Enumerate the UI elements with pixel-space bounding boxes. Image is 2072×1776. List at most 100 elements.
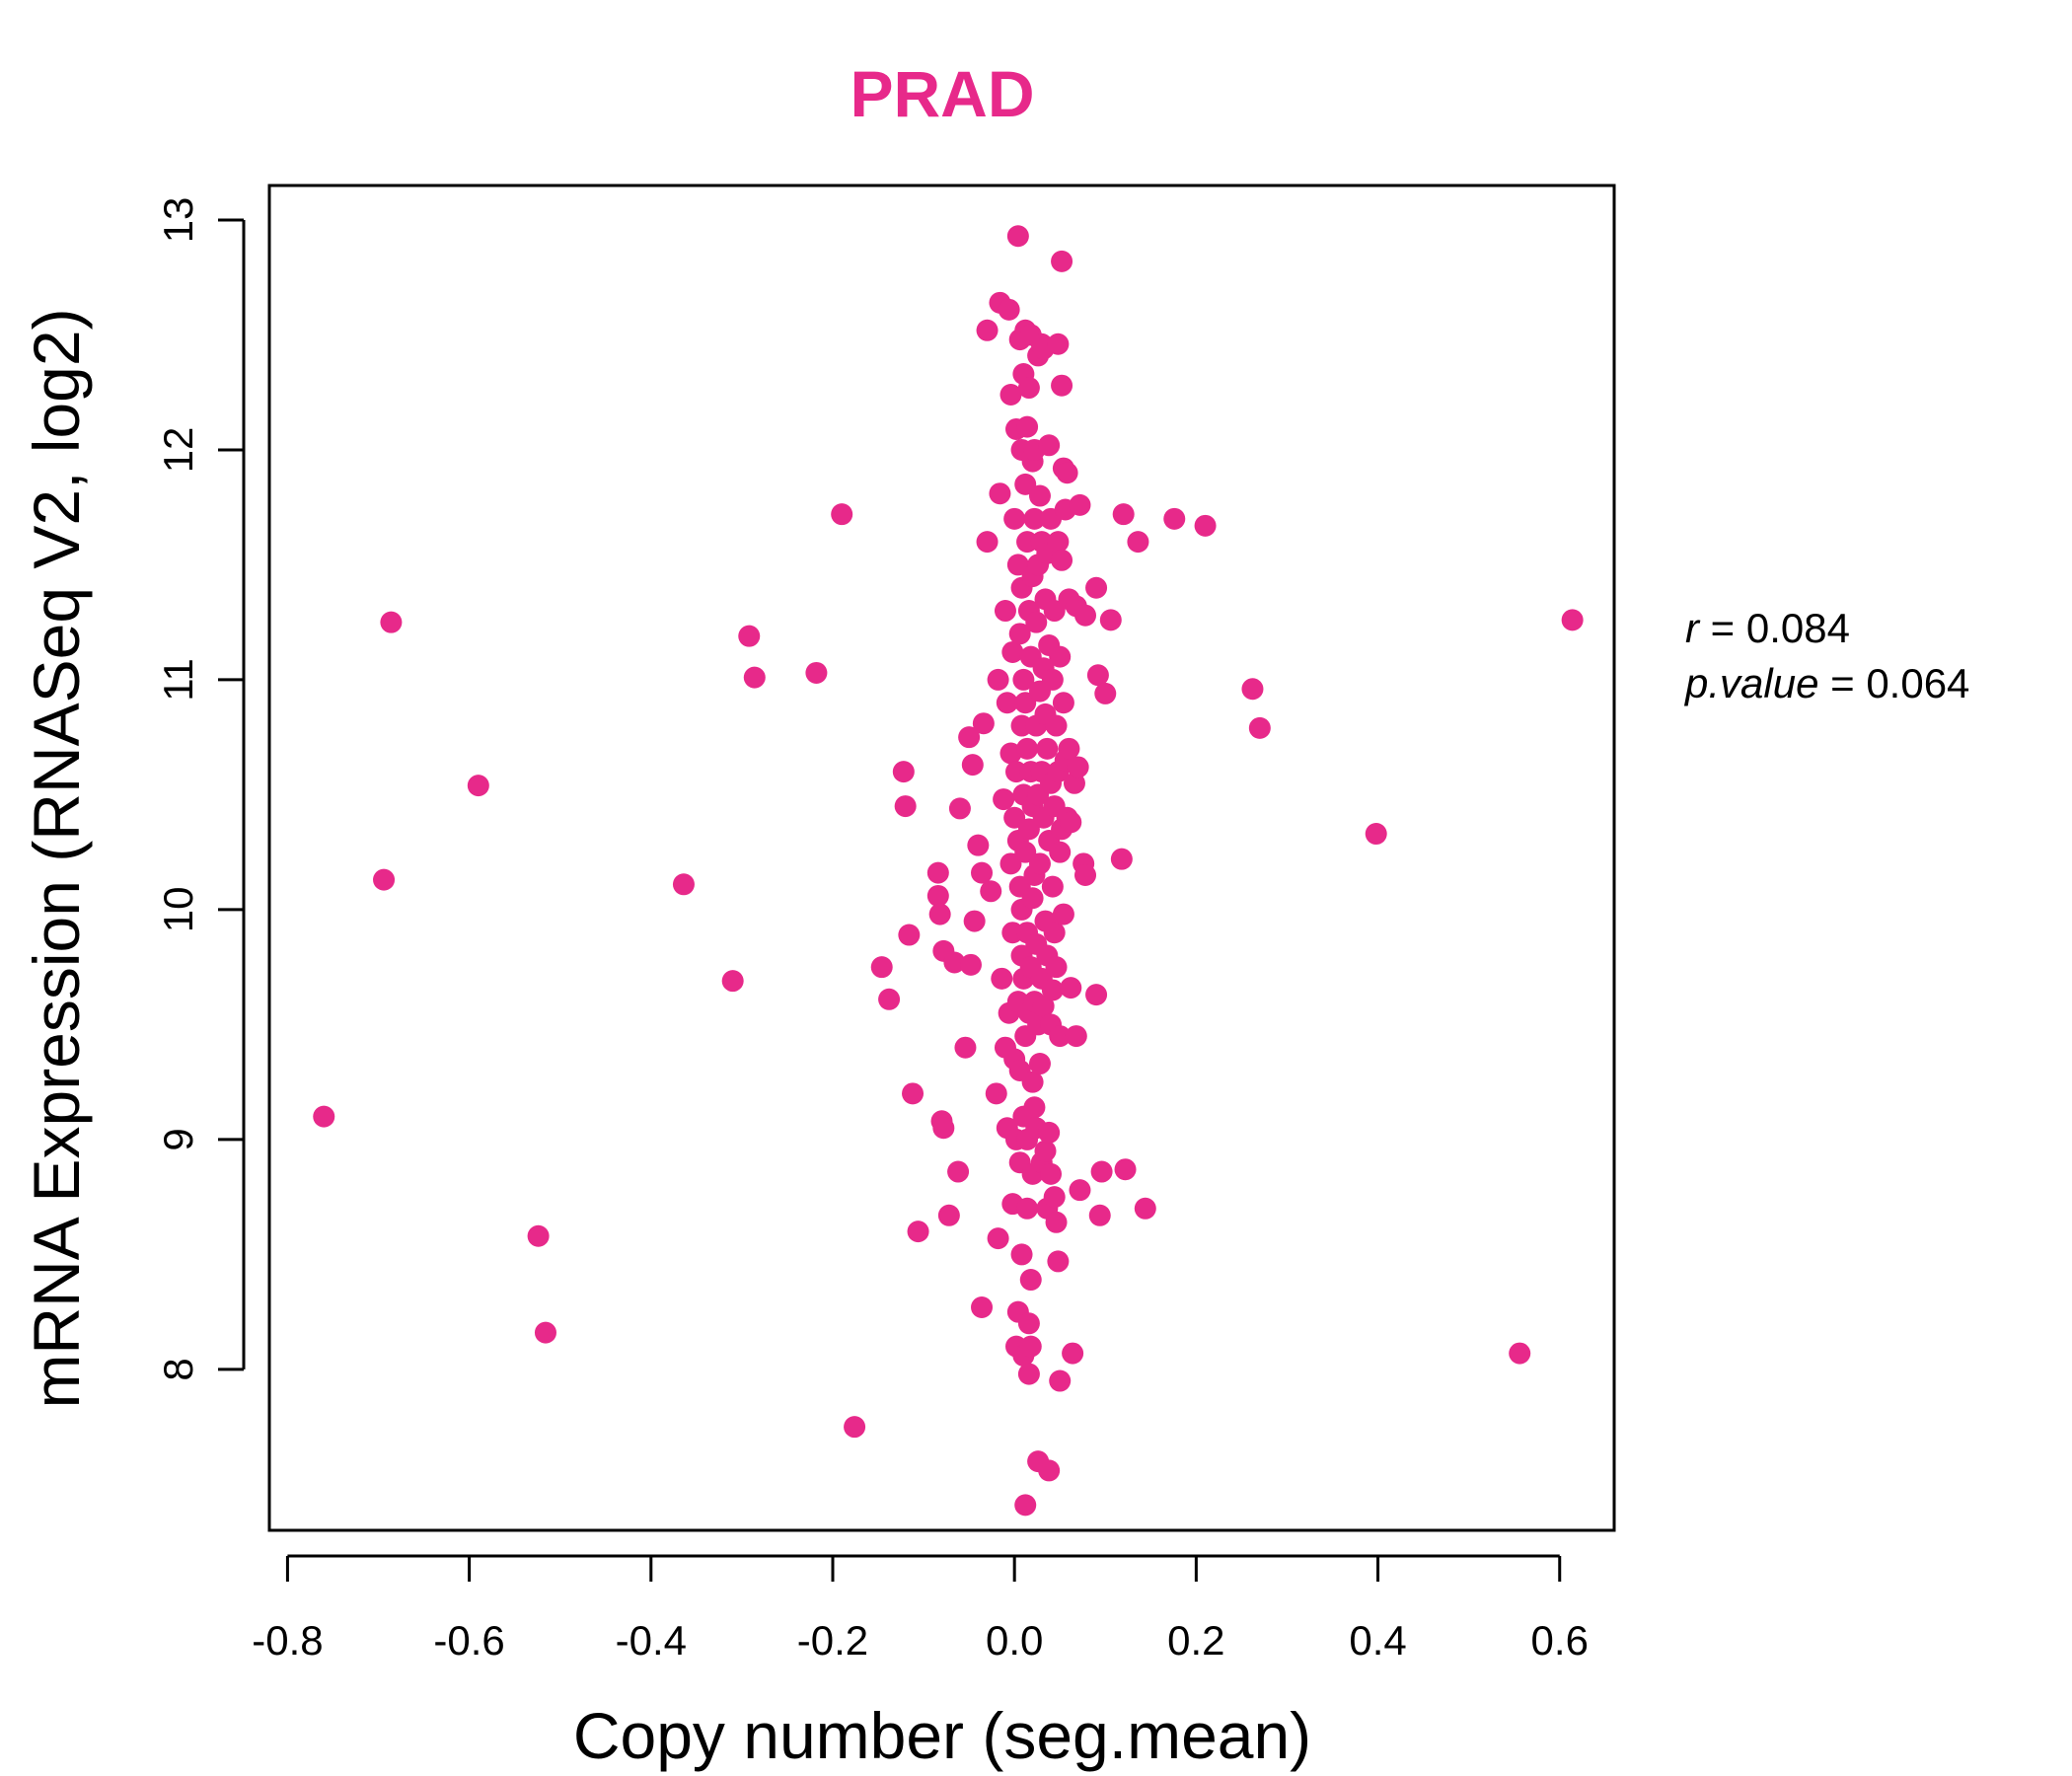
data-point: [1028, 852, 1051, 875]
y-tick-label: 10: [155, 887, 201, 933]
data-point: [1065, 1025, 1087, 1048]
data-point: [1051, 250, 1073, 272]
stats-annotation: r = 0.084 p.value = 0.064: [1683, 605, 1969, 706]
data-point: [926, 861, 949, 884]
data-point: [1099, 609, 1122, 631]
data-point: [1025, 611, 1048, 633]
data-point: [1008, 623, 1031, 645]
data-point: [1248, 716, 1271, 739]
data-point: [1010, 1243, 1033, 1266]
data-point: [967, 834, 990, 856]
data-point: [937, 1204, 960, 1226]
data-point: [898, 924, 921, 946]
data-point: [987, 1227, 1009, 1250]
data-point: [902, 1082, 925, 1105]
data-point: [1014, 473, 1037, 495]
data-point: [1016, 1197, 1039, 1220]
data-point: [1090, 1160, 1113, 1183]
data-point: [996, 692, 1018, 714]
data-point: [672, 873, 695, 896]
data-point: [1016, 737, 1039, 760]
data-point: [1049, 841, 1072, 863]
y-axis-label: mRNA Expression (RNASeq V2, log2): [20, 308, 93, 1408]
x-tick-label: -0.2: [797, 1617, 868, 1664]
x-tick-label: 0.0: [986, 1617, 1043, 1664]
data-point: [1049, 645, 1072, 668]
data-point: [1014, 841, 1037, 863]
data-point: [1052, 903, 1074, 925]
data-point: [1047, 333, 1070, 355]
data-point: [1012, 668, 1035, 691]
x-tick-label: -0.8: [252, 1617, 323, 1664]
data-point: [1088, 1204, 1111, 1226]
data-point: [1058, 737, 1080, 760]
data-point: [892, 761, 915, 783]
r-value: 0.084: [1746, 605, 1850, 651]
data-point: [1049, 1369, 1072, 1392]
data-point: [1001, 640, 1024, 663]
data-point: [1041, 979, 1064, 1001]
data-point: [1017, 377, 1040, 400]
data-point: [993, 788, 1015, 811]
data-point: [1038, 1121, 1061, 1144]
data-point: [1045, 714, 1068, 737]
data-point: [1045, 956, 1068, 979]
data-point: [959, 953, 982, 976]
r-equals: =: [1699, 605, 1746, 651]
data-point: [1043, 600, 1066, 623]
data-point: [1028, 1053, 1051, 1075]
data-point: [1561, 609, 1584, 631]
data-point: [831, 503, 853, 526]
data-point: [1047, 1250, 1070, 1273]
x-axis: -0.8 -0.6 -0.4 -0.2 0.0 0.2 0.4 0.6: [252, 1554, 1589, 1664]
data-point: [1006, 225, 1029, 248]
data-point: [1003, 806, 1026, 829]
p-value: 0.064: [1866, 660, 1969, 706]
data-point: [989, 482, 1011, 505]
data-point: [961, 754, 984, 777]
data-point: [1194, 514, 1217, 537]
data-point: [1094, 682, 1117, 704]
data-point: [994, 600, 1016, 623]
x-axis-label: Copy number (seg.mean): [573, 1699, 1311, 1772]
svg-text:p.value = 0.064: p.value = 0.064: [1683, 660, 1969, 706]
p-label: p.value: [1683, 660, 1818, 706]
data-point: [1069, 1179, 1091, 1202]
data-point: [1021, 887, 1044, 910]
data-point: [1041, 875, 1064, 898]
y-tick-label: 13: [155, 197, 201, 244]
data-points: [313, 225, 1584, 1517]
data-point: [1023, 507, 1046, 530]
data-point: [1134, 1197, 1156, 1220]
data-point: [870, 956, 893, 979]
data-point: [1074, 604, 1097, 627]
data-point: [1056, 462, 1078, 484]
data-point: [991, 967, 1013, 990]
chart-title: PRAD: [850, 57, 1034, 130]
data-point: [1049, 1025, 1072, 1048]
plot-frame: [267, 184, 1616, 1532]
data-point: [1051, 549, 1073, 571]
data-point: [907, 1221, 929, 1243]
data-point: [980, 880, 1002, 903]
data-point: [1019, 1269, 1042, 1292]
data-point: [878, 988, 901, 1010]
data-point: [1006, 554, 1029, 576]
y-tick-label: 8: [155, 1358, 201, 1380]
data-point: [1014, 692, 1037, 714]
p-equals: =: [1818, 660, 1866, 706]
data-point: [721, 970, 744, 993]
data-point: [373, 868, 396, 891]
data-point: [1365, 823, 1387, 846]
x-tick-label: -0.4: [616, 1617, 687, 1664]
data-point: [1163, 507, 1186, 530]
data-point: [1023, 1096, 1046, 1119]
data-point: [380, 611, 403, 633]
y-axis: 8 9 10 11 12 13: [155, 197, 246, 1381]
data-point: [928, 903, 951, 925]
data-point: [1067, 756, 1089, 778]
data-point: [1074, 863, 1097, 886]
data-point: [1114, 1158, 1137, 1181]
data-point: [972, 712, 995, 735]
